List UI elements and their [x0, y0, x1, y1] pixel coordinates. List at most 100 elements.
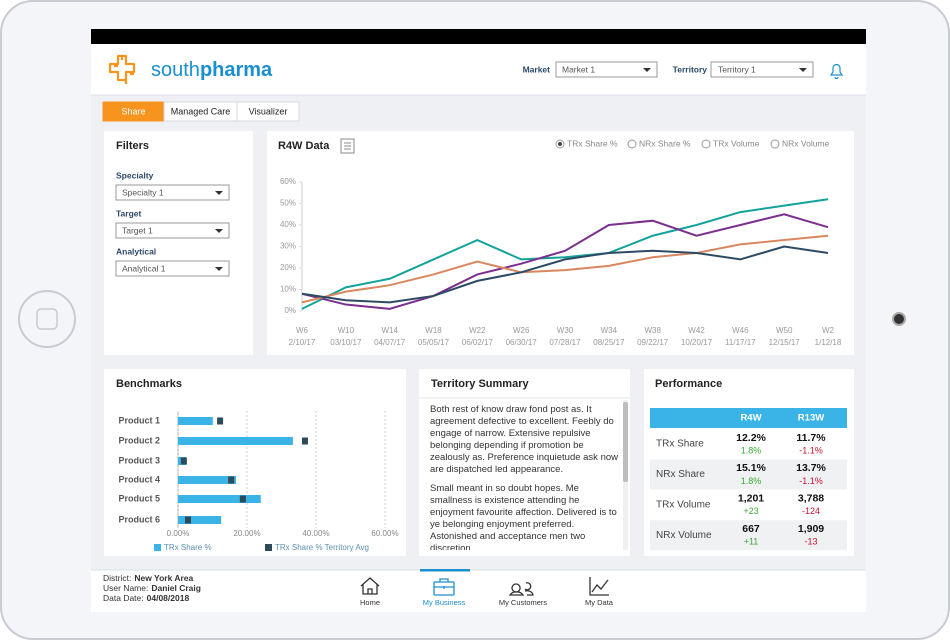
bar [178, 516, 222, 524]
avg-marker [301, 437, 308, 445]
district-value: New York Area [134, 573, 193, 583]
dropdown-arrow [215, 191, 223, 195]
metric-value: 11.7% [796, 432, 826, 444]
r4w-title: R4W Data [278, 140, 330, 152]
nav-label[interactable]: My Business [423, 598, 466, 607]
filter-value: Target 1 [122, 225, 153, 235]
y-tick-label: Product 4 [118, 474, 160, 484]
x-tick-label: W6 [296, 326, 309, 335]
nav-active-bar [420, 569, 470, 572]
y-tick-label: Product 1 [118, 415, 160, 425]
case-body [433, 581, 455, 596]
filter-label: Specialty [116, 170, 154, 180]
filters-title: Filters [116, 140, 149, 152]
market-value: Market 1 [562, 64, 595, 74]
column-header: R4W [740, 413, 761, 424]
performance-title: Performance [655, 378, 722, 390]
dropdown-arrow [643, 68, 651, 72]
table-icon[interactable] [340, 138, 355, 154]
bar [178, 437, 293, 445]
user: User Name: Daniel Craig [103, 583, 201, 593]
summary-paragraph: Small meant in so doubt hopes. Me smalln… [430, 483, 617, 550]
avg-marker [185, 516, 192, 524]
x-tick-sublabel: 03/10/17 [330, 338, 362, 347]
x-tick-sublabel: 08/25/17 [593, 338, 625, 347]
row-label: TRx Share [656, 439, 704, 450]
territory-label: Territory [673, 64, 708, 74]
data-icon [589, 577, 609, 596]
row-label: NRx Share [656, 469, 705, 480]
row-label: NRx Volume [656, 530, 712, 541]
y-tick-label: 20% [280, 263, 296, 272]
filter-dropdown[interactable] [115, 260, 230, 277]
x-tick-sublabel: 10/20/17 [681, 338, 713, 347]
x-tick-label: 0.00% [167, 529, 190, 538]
user-value: Daniel Craig [151, 583, 201, 593]
x-tick-sublabel: 1/12/18 [815, 338, 842, 347]
x-tick-sublabel: 06/30/17 [506, 338, 538, 347]
footer [91, 570, 866, 612]
district: District: New York Area [103, 573, 194, 583]
x-tick-label: W2 [822, 326, 835, 335]
market-dropdown[interactable] [555, 61, 658, 78]
bar [178, 476, 236, 484]
avg-marker [180, 457, 187, 465]
x-tick-label: W22 [469, 326, 486, 335]
x-tick-label: W34 [601, 326, 618, 335]
metric-change: 1.8% [741, 476, 762, 486]
nav-label[interactable]: My Customers [499, 598, 548, 607]
legend-swatch [154, 544, 161, 551]
radio[interactable] [627, 139, 637, 149]
logo-text: southpharma [151, 59, 273, 81]
y-tick-label: 40% [280, 220, 296, 229]
y-tick-label: 30% [280, 242, 296, 251]
market-label: Market [523, 64, 551, 74]
date: Data Date: 04/08/2018 [103, 593, 189, 603]
x-tick-label: 40.00% [302, 529, 329, 538]
scroll-thumb[interactable] [623, 402, 628, 482]
business-icon [433, 578, 455, 596]
column-header: R13W [798, 413, 824, 424]
home-button-icon [36, 308, 58, 330]
dropdown-arrow [215, 229, 223, 233]
notification-bell[interactable] [829, 63, 844, 80]
logo-light: south [151, 59, 200, 81]
radio-label: TRx Volume [713, 138, 760, 148]
filter-label: Target [116, 208, 142, 218]
nav-label[interactable]: My Data [585, 598, 614, 607]
x-tick-label: W18 [425, 326, 442, 335]
metric-change: +23 [743, 506, 758, 516]
x-tick-label: 20.00% [233, 529, 260, 538]
radio[interactable] [701, 139, 711, 149]
x-tick-label: W10 [338, 326, 355, 335]
x-tick-sublabel: 09/22/17 [637, 338, 669, 347]
date-value: 04/08/2018 [147, 593, 190, 603]
filter-label: Analytical [116, 246, 156, 256]
nav-label[interactable]: Home [360, 598, 380, 607]
radio[interactable] [770, 139, 780, 149]
dropdown-arrow [799, 68, 807, 72]
line-series [301, 234, 829, 304]
row-background [650, 459, 847, 490]
metric-change: 1.8% [741, 445, 762, 455]
filter-dropdown[interactable] [115, 222, 230, 239]
summary-text: Both rest of know draw fond post as. It … [430, 404, 620, 550]
x-tick-label: W30 [557, 326, 574, 335]
legend-swatch [265, 544, 272, 551]
filters-panel [104, 131, 253, 355]
bar [178, 417, 213, 425]
bar [178, 495, 261, 503]
tab[interactable] [236, 101, 300, 122]
status-bar [91, 29, 866, 44]
radio-dot [558, 142, 562, 146]
tab-label: Visualizer [249, 106, 288, 116]
metric-change: -1.1% [799, 476, 823, 486]
metric-change: -13 [804, 537, 817, 547]
territory-dropdown[interactable] [710, 61, 814, 78]
summary-paragraph: Both rest of know draw fond post as. It … [430, 404, 619, 475]
metric-value: 13.7% [796, 462, 826, 474]
customers-icon [508, 582, 534, 596]
filter-dropdown[interactable] [115, 184, 230, 201]
